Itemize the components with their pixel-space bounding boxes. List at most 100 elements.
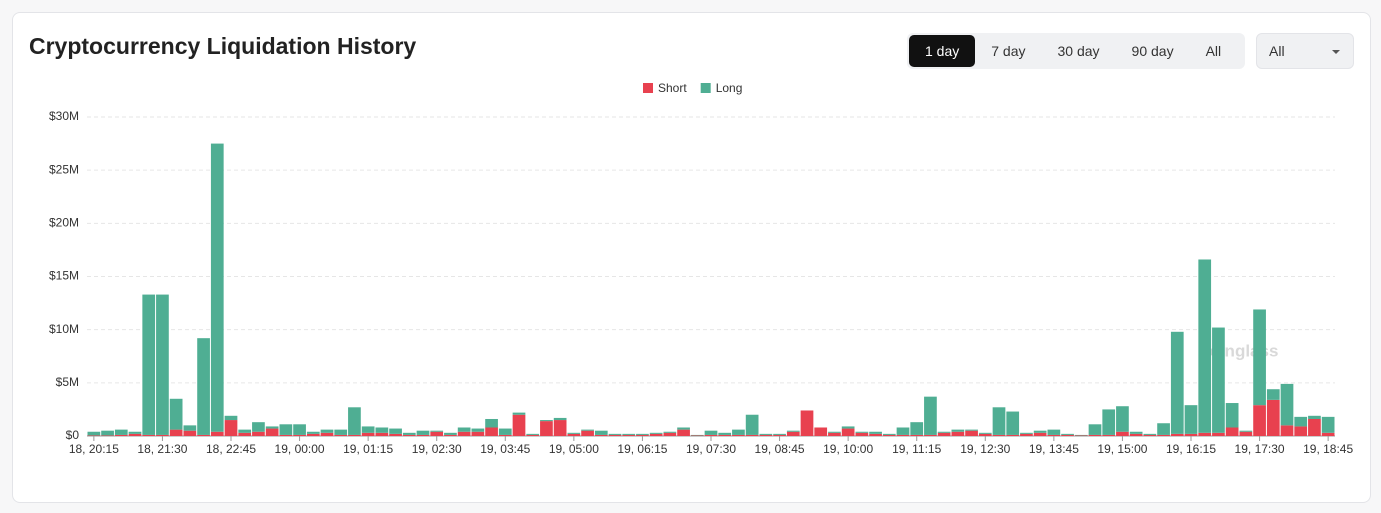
bar-segment	[1170, 433, 1184, 436]
bar-segment	[594, 434, 608, 436]
watermark: coinglass	[1200, 341, 1278, 360]
bar-segment	[978, 433, 992, 436]
bar-segment	[1253, 405, 1266, 436]
bar-segment	[265, 428, 279, 436]
bar-segment	[1266, 389, 1280, 400]
bar-segment	[402, 432, 416, 435]
legend-swatch	[700, 83, 711, 93]
bar-segment	[924, 434, 937, 436]
bar-segment	[1102, 409, 1116, 435]
range-button[interactable]: 7 day	[991, 43, 1026, 59]
x-tick-label: 19, 17:30	[1235, 442, 1285, 456]
bar-segment	[1294, 426, 1308, 436]
bar-segment	[745, 434, 759, 436]
bar-segment	[663, 431, 677, 433]
bar-segment	[512, 412, 526, 415]
bar-segment	[114, 429, 128, 435]
bar-segment	[1088, 424, 1102, 435]
bar-segment	[965, 429, 978, 431]
bar-segment	[334, 434, 348, 436]
y-tick-label: $20M	[49, 216, 79, 230]
bar-segment	[430, 430, 444, 432]
bar-segment	[910, 422, 924, 435]
bar-segment	[526, 433, 540, 435]
bar-segment	[937, 431, 951, 433]
bar-segment	[965, 430, 978, 436]
bar-segment	[375, 432, 389, 436]
bar-segment	[183, 430, 197, 436]
bar-segment	[1280, 383, 1294, 426]
bar-segment	[114, 434, 128, 436]
bar-segment	[1047, 429, 1061, 435]
bar-segment	[1308, 415, 1321, 419]
range-button[interactable]: 90 day	[1131, 43, 1174, 59]
bar-segment	[1102, 434, 1116, 436]
x-tick-label: 19, 12:30	[960, 442, 1010, 456]
bar-segment	[581, 429, 594, 431]
y-tick-label: $0	[66, 428, 80, 442]
bar-segment	[238, 429, 252, 433]
bar-segment	[869, 431, 882, 434]
bar-segment	[992, 434, 1006, 436]
x-tick-label: 19, 11:15	[892, 442, 941, 456]
bar-segment	[677, 429, 690, 436]
bar-segment	[828, 432, 841, 436]
bar-segment	[786, 430, 800, 432]
bar-segment	[265, 426, 279, 429]
legend-swatch	[643, 83, 653, 93]
y-tick-label: $15M	[49, 269, 79, 283]
bar-segment	[540, 420, 553, 422]
x-tick-label: 19, 15:00	[1097, 442, 1147, 456]
bar-segment	[279, 424, 293, 435]
bar-segment	[416, 430, 430, 435]
dropdown[interactable]: All	[1256, 33, 1354, 69]
bar-segment	[677, 427, 690, 430]
bar-segment	[1074, 435, 1088, 436]
bar-segment	[471, 428, 485, 432]
bar-segment	[992, 407, 1006, 435]
bar-segment	[937, 432, 951, 436]
range-button[interactable]: 1 day	[909, 35, 976, 67]
bar-segment	[608, 433, 622, 435]
bar-segment	[622, 433, 636, 435]
bar-segment	[882, 434, 896, 436]
bar-segment	[142, 294, 156, 435]
bar-segment	[1225, 403, 1239, 428]
bar-segment	[279, 434, 293, 436]
legend-label: Long	[716, 81, 743, 95]
bar-segment	[210, 143, 224, 432]
range-button[interactable]: 30 day	[1057, 43, 1100, 59]
x-tick-label: 19, 01:15	[343, 442, 393, 456]
bar-segment	[773, 433, 786, 435]
bar-segment	[869, 433, 882, 436]
bar-segment	[978, 432, 992, 434]
bar-segment	[896, 427, 910, 435]
x-tick-label: 18, 21:30	[137, 442, 187, 456]
bar-segment	[1047, 434, 1061, 436]
bar-segment	[169, 398, 183, 430]
bar-segment	[1239, 431, 1253, 436]
bar-segment	[594, 430, 608, 435]
x-tick-label: 18, 20:15	[69, 442, 119, 456]
bar-segment	[320, 432, 334, 436]
x-tick-label: 19, 07:30	[686, 442, 736, 456]
bar-segment	[526, 434, 540, 436]
bar-segment	[306, 431, 320, 434]
bar-segment	[745, 414, 759, 435]
bar-segment	[87, 435, 101, 436]
bar-segment	[416, 434, 430, 436]
bar-segment	[581, 430, 594, 436]
bar-segment	[828, 431, 841, 433]
bar-segment	[1308, 418, 1321, 436]
bar-segment	[1157, 434, 1170, 436]
bar-segment	[896, 434, 910, 436]
range-button[interactable]: All	[1205, 43, 1222, 59]
bar-segment	[882, 433, 896, 435]
bar-segment	[197, 338, 210, 435]
chart-title: Cryptocurrency Liquidation History	[29, 33, 417, 59]
bar-segment	[142, 434, 156, 436]
x-tick-label: 19, 18:45	[1303, 442, 1353, 456]
bar-segment	[183, 425, 197, 431]
